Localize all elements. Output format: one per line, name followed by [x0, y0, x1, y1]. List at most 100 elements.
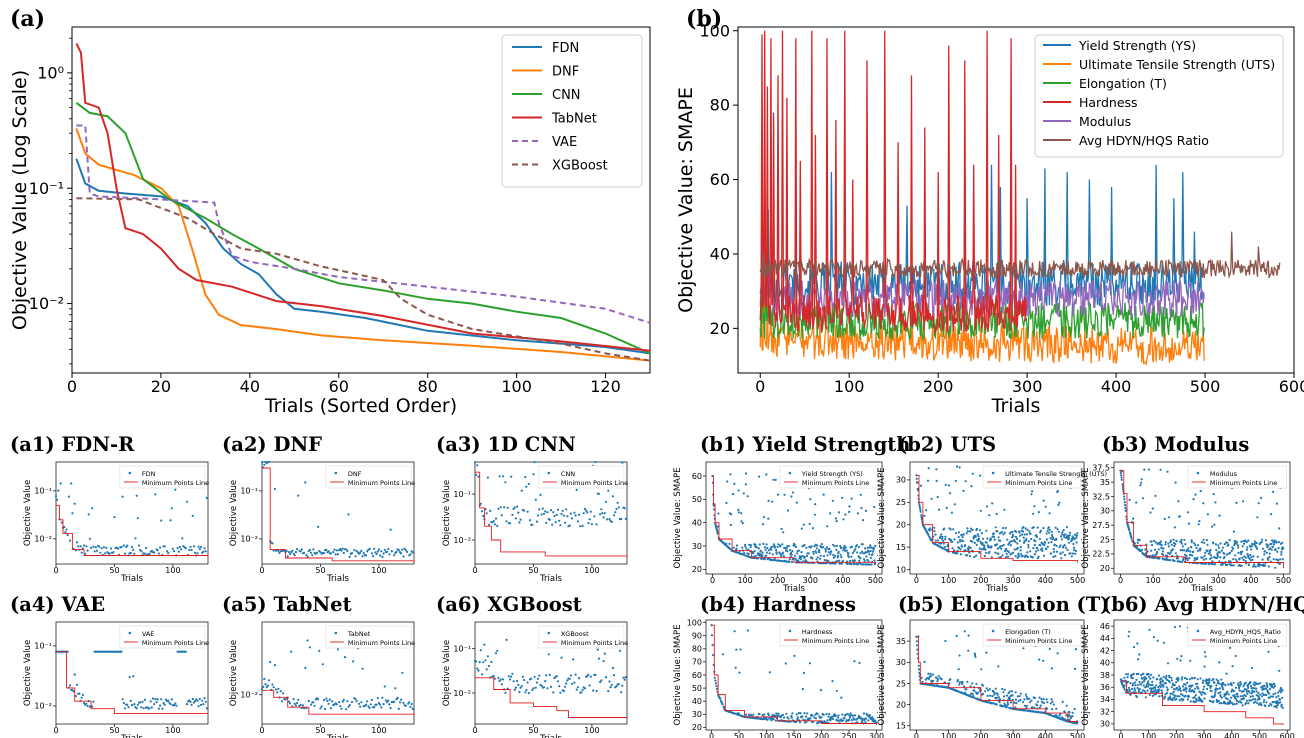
- scatter-point: [397, 549, 400, 552]
- y-tick-label: 70: [692, 658, 702, 667]
- scatter-point: [1172, 538, 1175, 541]
- scatter-point: [749, 544, 753, 547]
- scatter-point: [995, 512, 998, 516]
- scatter-point: [948, 492, 952, 495]
- legend-label: Minimum Points Line: [348, 479, 415, 487]
- scatter-point: [1023, 704, 1027, 707]
- scatter-point: [525, 485, 528, 488]
- scatter-point: [977, 539, 980, 542]
- scatter-point: [836, 719, 839, 722]
- series-line-xgboost: [76, 197, 651, 362]
- scatter-point: [1056, 489, 1059, 492]
- scatter-point: [767, 713, 770, 717]
- scatter-point: [1266, 557, 1269, 560]
- scatter-point: [1014, 555, 1017, 558]
- y-axis-label: Objective Value: SMAPE: [675, 87, 697, 313]
- scatter-point: [174, 488, 177, 491]
- scatter-point: [1248, 699, 1251, 702]
- scatter-point: [1154, 494, 1157, 497]
- scatter-point: [130, 546, 134, 549]
- scatter-point: [194, 699, 197, 703]
- scatter-point: [1073, 533, 1077, 536]
- scatter-point: [1135, 501, 1138, 504]
- scatter-point: [916, 481, 919, 484]
- scatter-point: [1234, 654, 1237, 658]
- scatter-point: [1247, 539, 1250, 542]
- scatter-point: [927, 533, 930, 537]
- scatter-point: [192, 545, 196, 548]
- scatter-point: [549, 685, 553, 689]
- scatter-point: [542, 512, 546, 515]
- scatter-point: [1009, 544, 1013, 547]
- scatter-point: [1033, 696, 1037, 700]
- scatter-point: [851, 714, 855, 717]
- minimum-points-line: [475, 471, 628, 558]
- scatter-point: [370, 698, 373, 702]
- scatter-point: [841, 713, 844, 716]
- scatter-point: [411, 551, 414, 554]
- scatter-point: [988, 688, 992, 691]
- y-tick-label: 46: [1100, 622, 1110, 631]
- scatter-point: [568, 677, 571, 680]
- scatter-point: [473, 461, 477, 464]
- scatter-point: [849, 716, 852, 719]
- scatter-point: [760, 557, 763, 560]
- y-tick-label: 100: [687, 618, 702, 627]
- scatter-point: [1072, 546, 1076, 549]
- scatter-point: [1148, 675, 1151, 678]
- scatter-point: [260, 688, 264, 691]
- scatter-point: [486, 655, 489, 658]
- x-tick-label: 0: [710, 576, 715, 585]
- scatter-point: [285, 550, 288, 553]
- scatter-point: [1151, 543, 1154, 547]
- scatter-point: [1024, 693, 1028, 696]
- y-tick-label: 25: [896, 498, 906, 507]
- legend-label: DNF: [552, 65, 579, 80]
- scatter-point: [761, 554, 764, 557]
- scatter-point: [599, 513, 602, 516]
- scatter-point: [1215, 684, 1218, 687]
- scatter-point: [1216, 687, 1219, 691]
- scatter-point: [1226, 690, 1229, 694]
- scatter-point: [1012, 551, 1015, 554]
- scatter-point: [1241, 545, 1244, 548]
- scatter-point: [1052, 550, 1056, 554]
- scatter-point: [1030, 537, 1033, 541]
- scatter-point: [1279, 686, 1282, 690]
- scatter-point: [485, 668, 488, 671]
- scatter-point: [918, 506, 922, 509]
- x-tick-label: 40: [240, 377, 260, 396]
- x-tick-label: 0: [53, 566, 58, 575]
- scatter-point: [368, 547, 371, 551]
- scatter-point: [132, 548, 135, 552]
- scatter-point: [1130, 537, 1133, 540]
- scatter-point: [1256, 547, 1259, 550]
- scatter-point: [620, 517, 623, 521]
- scatter-point: [783, 493, 786, 496]
- scatter-point: [917, 664, 920, 667]
- scatter-point: [1280, 703, 1283, 706]
- y-tick-label: 30: [692, 542, 702, 551]
- x-tick-label: 500: [1070, 576, 1085, 585]
- scatter-point: [799, 557, 802, 561]
- scatter-point: [1266, 685, 1269, 689]
- legend-box: [119, 625, 206, 649]
- scatter-point: [398, 701, 402, 704]
- scatter-point: [832, 553, 835, 557]
- scatter-point: [977, 535, 980, 538]
- legend-label: TabNet: [551, 112, 597, 127]
- x-tick-label: 50: [528, 726, 538, 735]
- scatter-point: [1265, 701, 1268, 704]
- scatter-point: [375, 703, 378, 706]
- scatter-point: [929, 527, 932, 530]
- legend-label: Modulus: [1079, 114, 1131, 129]
- scatter-point: [1174, 552, 1177, 555]
- scatter-point: [746, 495, 749, 498]
- scatter-point: [958, 654, 961, 657]
- scatter-point: [603, 652, 606, 655]
- scatter-point: [984, 548, 987, 551]
- scatter-point: [1016, 542, 1019, 545]
- scatter-point: [1003, 695, 1006, 698]
- scatter-point: [1149, 677, 1152, 680]
- x-tick-label: 0: [1118, 732, 1123, 738]
